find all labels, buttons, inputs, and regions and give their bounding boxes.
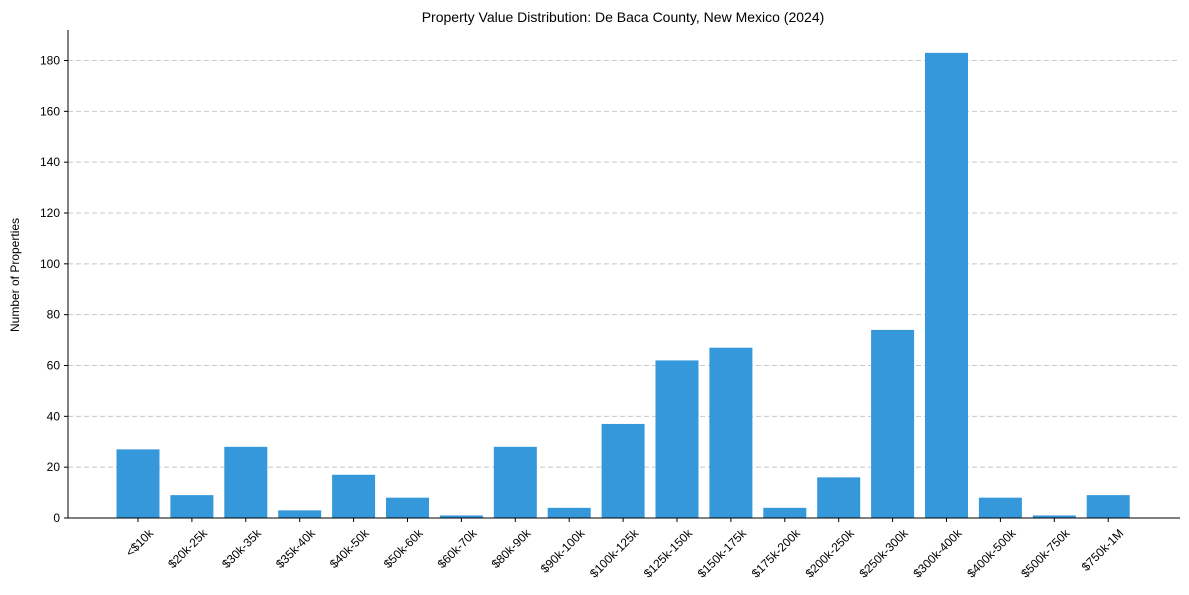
x-tick-label: $200k-250k (803, 526, 858, 581)
bar (601, 423, 645, 518)
bar (871, 329, 915, 518)
x-tick-label: $250k-300k (856, 526, 911, 581)
y-tick-label: 40 (47, 409, 61, 423)
bar (547, 507, 591, 518)
bar (170, 495, 214, 518)
x-tick-label: $175k-200k (749, 526, 804, 581)
y-tick-label: 20 (47, 460, 61, 474)
x-tick-label: $400k-500k (964, 526, 1019, 581)
bar (655, 360, 699, 518)
x-tick-label: $30k-35k (219, 526, 265, 572)
bar (493, 446, 537, 518)
y-tick-label: 140 (40, 155, 60, 169)
x-tick-label: $100k-125k (587, 526, 642, 581)
x-tick-label: $35k-40k (273, 526, 319, 572)
x-tick-label: $150k-175k (695, 526, 750, 581)
bar (439, 515, 483, 518)
bar (332, 474, 376, 518)
x-tick-label: $80k-90k (489, 526, 535, 572)
y-tick-label: 0 (53, 511, 60, 525)
x-tick-label: $40k-50k (327, 526, 373, 572)
bars (116, 52, 1130, 518)
x-ticks: <$10k $20k-25k $30k-35k $35k-40k $40k-50k $50… (123, 518, 1126, 580)
y-tick-label: 120 (40, 206, 60, 220)
x-tick-label: $500k-750k (1018, 526, 1073, 581)
x-tick-label: $50k-60k (381, 526, 427, 572)
bar (709, 347, 753, 518)
gridlines (68, 60, 1180, 468)
bar (817, 477, 861, 518)
y-tick-label: 180 (40, 54, 60, 68)
bar (925, 52, 968, 518)
bar (978, 497, 1022, 518)
x-tick-label: <$10k (123, 526, 157, 560)
y-tick-label: 100 (40, 257, 60, 271)
x-tick-label: $60k-70k (435, 526, 481, 572)
x-tick-label: $750k-1M (1079, 526, 1127, 574)
bar (278, 510, 322, 518)
bar (763, 507, 807, 518)
y-tick-label: 80 (47, 308, 61, 322)
x-tick-label: $20k-25k (165, 526, 211, 572)
x-tick-label: $300k-400k (910, 526, 965, 581)
y-tick-label: 160 (40, 104, 60, 118)
y-ticks: 0 20 40 60 80 100 120 140 160 180 (40, 54, 68, 525)
bar (1032, 515, 1076, 518)
bar (386, 497, 429, 518)
bar (1086, 495, 1130, 518)
x-tick-label: $125k-150k (641, 526, 696, 581)
x-tick-label: $90k-100k (538, 526, 588, 576)
y-axis-label: Number of Properties (8, 218, 22, 332)
bar (224, 446, 268, 518)
bar (116, 449, 160, 518)
chart-title: Property Value Distribution: De Baca Cou… (422, 9, 825, 25)
y-tick-label: 60 (47, 359, 61, 373)
